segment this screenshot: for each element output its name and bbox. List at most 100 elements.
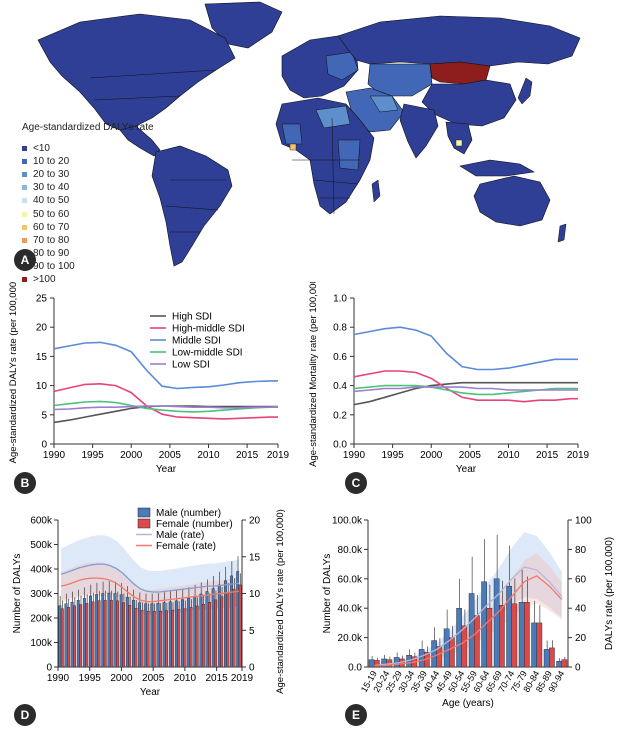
male-number-bar [456, 607, 462, 668]
male-number-bar [230, 575, 233, 668]
y2-tick-label: 80 [575, 545, 587, 556]
male-number-bar [211, 588, 215, 668]
series-line [53, 341, 278, 390]
male-rate-line [60, 563, 239, 593]
y-tick-label: 400k [30, 565, 53, 576]
female-rate-line [374, 575, 563, 667]
map-region-north-america [37, 13, 236, 131]
x-tick-label: 2010 [174, 673, 197, 684]
female-number-bar [524, 602, 530, 668]
y-tick-label: 0.6 [333, 352, 347, 363]
panel-label-b: B [14, 472, 36, 494]
x-tick-label: 1995 [79, 673, 102, 684]
male-number-bar [181, 599, 184, 668]
female-rate-line [60, 577, 239, 603]
series-line [353, 386, 578, 393]
legend-label: High-middle SDI [172, 324, 245, 335]
male-number-bar [138, 602, 141, 668]
female-number-bar [220, 596, 224, 668]
map-legend-swatch [22, 172, 27, 178]
x-tick-label: 2010 [497, 450, 520, 461]
y2-tick-label: 15 [249, 552, 261, 563]
y-tick-label: 60.0k [338, 574, 363, 585]
y2-tick-label: 40 [575, 604, 587, 615]
x-tick-label: 1995 [381, 450, 404, 461]
map-legend-item: >100 [22, 273, 154, 286]
female-number-bar [122, 602, 126, 668]
female-number-bar [165, 610, 168, 668]
female-number-bar [226, 593, 230, 668]
male-number-bar [236, 571, 240, 668]
legend-label: Male (number) [156, 508, 221, 519]
y2-tick-label: 10 [249, 589, 261, 600]
chart-e-dalys-by-age: 15-1920-2425-2930-3435-3940-4445-4950-54… [322, 516, 615, 710]
series-line [53, 400, 279, 413]
series-line [53, 382, 278, 420]
x-tick-label: 1990 [47, 673, 70, 684]
x-tick-label: 2005 [159, 450, 182, 461]
x-tick-label: 1990 [43, 450, 66, 461]
map-legend-swatch [22, 276, 27, 282]
map-legend-label: 40 to 50 [33, 195, 70, 207]
female-number-bar [561, 659, 568, 668]
x-tick-label: 2000 [120, 450, 143, 461]
x-tick-label: 2015 [205, 673, 228, 684]
male-number-bar [113, 593, 117, 668]
x-tick-label: 2005 [142, 673, 165, 684]
male-number-bar [443, 628, 450, 668]
female-number-bar [208, 602, 211, 668]
legend-swatch [137, 507, 151, 518]
x-tick-label: 2015 [536, 450, 559, 461]
map-legend-label: 50 to 60 [33, 208, 70, 220]
y-tick-label: 0.8 [333, 323, 347, 334]
female-number-bar [474, 615, 480, 668]
y2-axis-title: DALYs rate (per 100,000) [604, 537, 615, 650]
male-number-bar [125, 596, 129, 668]
female-number-bar [140, 609, 144, 668]
x-tick-label: 2019 [267, 450, 290, 461]
map-legend-label: 80 to 90 [33, 247, 70, 259]
map-legend: Age-standardized DALYs rate <10 10 to 20 2… [22, 121, 154, 286]
male-number-bar [217, 584, 221, 668]
x-tick-label: 2000 [420, 450, 443, 461]
female-number-bar [189, 607, 193, 668]
male-number-bar [493, 578, 500, 668]
female-number-bar [116, 600, 119, 668]
male-number-bar [162, 602, 166, 668]
female-number-bar [486, 607, 493, 668]
x-tick-label: 1995 [81, 450, 104, 461]
map-legend-label: <10 [33, 143, 50, 155]
map-region-greenland [204, 1, 283, 49]
map-region-south-america [151, 145, 233, 267]
y2-tick-label: 20 [575, 633, 587, 644]
world-map [20, 0, 600, 275]
male-rate-line [374, 566, 563, 667]
map-legend-item: 80 to 90 [22, 247, 154, 260]
female-number-bar [499, 605, 505, 668]
y-tick-label: 40.0k [338, 604, 363, 615]
female-number-bar [73, 605, 77, 668]
male-number-bar [156, 603, 160, 668]
map-region-eastern-europe [325, 51, 359, 81]
female-number-bar [214, 599, 218, 668]
map-region-north-asia [337, 15, 581, 67]
male-number-bar [468, 593, 475, 668]
female-number-bar [103, 599, 107, 668]
female-number-bar [449, 637, 455, 668]
map-region-madagascar [371, 179, 381, 203]
map-legend-item: 50 to 60 [22, 207, 154, 220]
panel-label-c: C [345, 472, 367, 494]
x-tick-label: 1990 [343, 450, 366, 461]
map-legend-item: 70 to 80 [22, 234, 154, 247]
male-number-bar [431, 640, 437, 668]
map-legend-label: 30 to 40 [33, 182, 70, 194]
map-region-iran [369, 95, 399, 113]
female-number-bar [461, 625, 468, 668]
y-tick-label: 0.0 [348, 663, 362, 674]
legend-label: Low SDI [172, 360, 210, 371]
legend-label: High SDI [172, 312, 212, 323]
map-region-ghana [289, 143, 297, 151]
female-number-bar [152, 611, 156, 668]
map-legend-label: 70 to 80 [33, 234, 70, 246]
male-number-bar [418, 649, 425, 668]
